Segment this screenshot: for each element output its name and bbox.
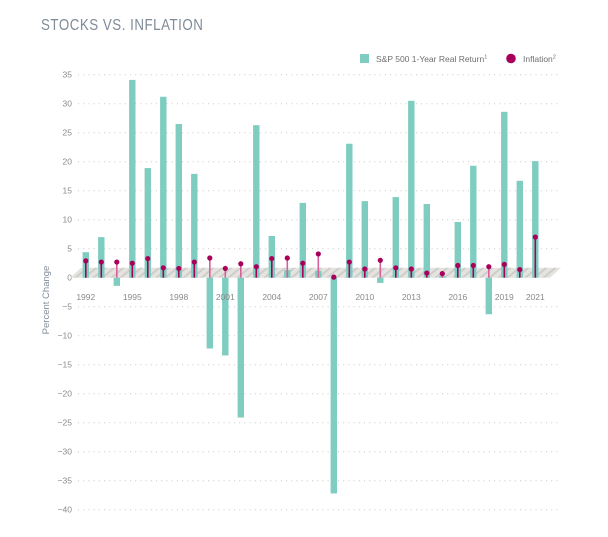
legend-swatch-sp500 [360, 54, 369, 63]
y-tick-label: 30 [63, 99, 73, 109]
legend-label-inflation: Inflation2 [523, 54, 556, 64]
bar-sp500-1999 [191, 173, 198, 278]
y-tick-label: −30 [58, 447, 73, 457]
bar-sp500-2002 [237, 277, 244, 418]
inflation-dot-2001 [222, 265, 228, 272]
bar-sp500-1995 [129, 79, 136, 278]
bar-sp500-1993 [98, 237, 105, 278]
bar-sp500-2010 [361, 201, 368, 278]
inflation-dot-2019 [501, 261, 507, 267]
inflation-dot-1998 [176, 265, 182, 272]
inflation-dot-2007 [315, 251, 321, 257]
legend-label-sp500: S&P 500 1-Year Real Return1 [376, 54, 487, 64]
bar-sp500-2008 [330, 277, 337, 494]
y-tick-label: 15 [63, 186, 73, 196]
bar-sp500-1994 [113, 277, 120, 286]
x-tick-label: 2019 [495, 292, 514, 302]
y-axis-ticks: 35 30 25 20 15 10 5 0 −5 −10 −15 −20 −25 −30 −35 −40 [58, 70, 73, 515]
y-tick-label: 25 [63, 128, 73, 138]
inflation-dot-2008 [331, 274, 337, 280]
y-axis-label: Percent Change [41, 266, 52, 335]
inflation-dot-2016 [455, 262, 461, 269]
bar-sp500-2001 [222, 277, 229, 356]
x-tick-label: 2016 [448, 292, 467, 302]
bar-sp500-1996 [144, 168, 151, 278]
inflation-dot-2011 [377, 257, 383, 263]
y-tick-label: −10 [58, 331, 73, 341]
inflation-dot-2015 [439, 271, 445, 277]
x-tick-label: 2010 [355, 292, 374, 302]
bar-sp500-2014 [423, 204, 430, 278]
bar-sp500-2018 [485, 277, 492, 315]
inflation-dot-2000 [207, 255, 213, 261]
y-tick-label: −40 [58, 505, 73, 515]
bar-sp500-2020 [516, 180, 523, 278]
bar-sp500-2009 [346, 143, 353, 278]
bar-sp500-2003 [253, 125, 260, 278]
inflation-dot-2018 [486, 264, 492, 270]
x-tick-label: 2004 [262, 292, 281, 302]
inflation-dot-1992 [83, 258, 89, 264]
inflation-dot-2005 [284, 255, 290, 261]
inflation-dot-2006 [300, 260, 306, 266]
x-tick-label: 2013 [402, 292, 421, 302]
inflation-dot-1999 [191, 259, 197, 265]
x-tick-label: 2021 [526, 292, 545, 302]
x-tick-label: 2007 [309, 292, 328, 302]
bar-sp500-2011 [377, 277, 384, 283]
bar-sp500-2017 [470, 165, 477, 278]
bar-sp500-1998 [175, 124, 182, 278]
x-axis-ticks: 1992 1995 1998 2001 2004 2007 2010 2013 2016 2019… [76, 292, 545, 302]
bar-sp500-2012 [392, 197, 399, 278]
inflation-dot-2004 [269, 255, 275, 262]
bar-sp500-2021 [532, 161, 539, 278]
chart-title: STOCKS VS. INFLATION [41, 17, 204, 34]
bars [82, 79, 539, 494]
x-tick-label: 1998 [169, 292, 188, 302]
inflation-dot-2021 [532, 234, 538, 240]
y-tick-label: −25 [58, 418, 73, 428]
inflation-lollipops [83, 234, 538, 280]
inflation-dot-2003 [253, 264, 259, 270]
y-tick-label: 35 [63, 70, 73, 80]
inflation-dot-2010 [362, 266, 368, 272]
bar-sp500-2019 [501, 111, 508, 278]
inflation-dot-2002 [238, 261, 244, 267]
bar-sp500-2006 [299, 202, 306, 278]
inflation-dot-2014 [424, 270, 430, 276]
inflation-dot-1996 [145, 255, 151, 262]
bar-sp500-2000 [206, 277, 213, 349]
inflation-dot-1995 [129, 260, 135, 266]
inflation-dot-1993 [98, 259, 104, 265]
y-tick-label: 0 [67, 273, 72, 283]
y-tick-label: −5 [62, 302, 72, 312]
y-tick-label: −15 [58, 360, 73, 370]
inflation-dot-2020 [517, 266, 523, 273]
bar-sp500-2013 [408, 100, 415, 278]
x-tick-label: 2001 [216, 292, 235, 302]
y-tick-label: 5 [67, 244, 72, 254]
x-tick-label: 1995 [123, 292, 142, 302]
legend-swatch-inflation [506, 53, 516, 64]
y-tick-label: −20 [58, 389, 73, 399]
legend: S&P 500 1-Year Real Return1 Inflation2 [360, 53, 556, 64]
inflation-dot-2017 [470, 262, 476, 269]
bar-sp500-2016 [454, 222, 461, 278]
y-tick-label: −35 [58, 476, 73, 486]
inflation-dot-1997 [160, 265, 166, 271]
inflation-dot-1994 [114, 259, 120, 265]
y-tick-label: 10 [63, 215, 73, 225]
inflation-dot-2013 [408, 266, 414, 272]
y-tick-label: 20 [63, 157, 73, 167]
inflation-dot-2012 [393, 265, 399, 271]
bar-sp500-1997 [160, 96, 167, 278]
x-tick-label: 1992 [76, 292, 95, 302]
inflation-dot-2009 [346, 259, 352, 265]
